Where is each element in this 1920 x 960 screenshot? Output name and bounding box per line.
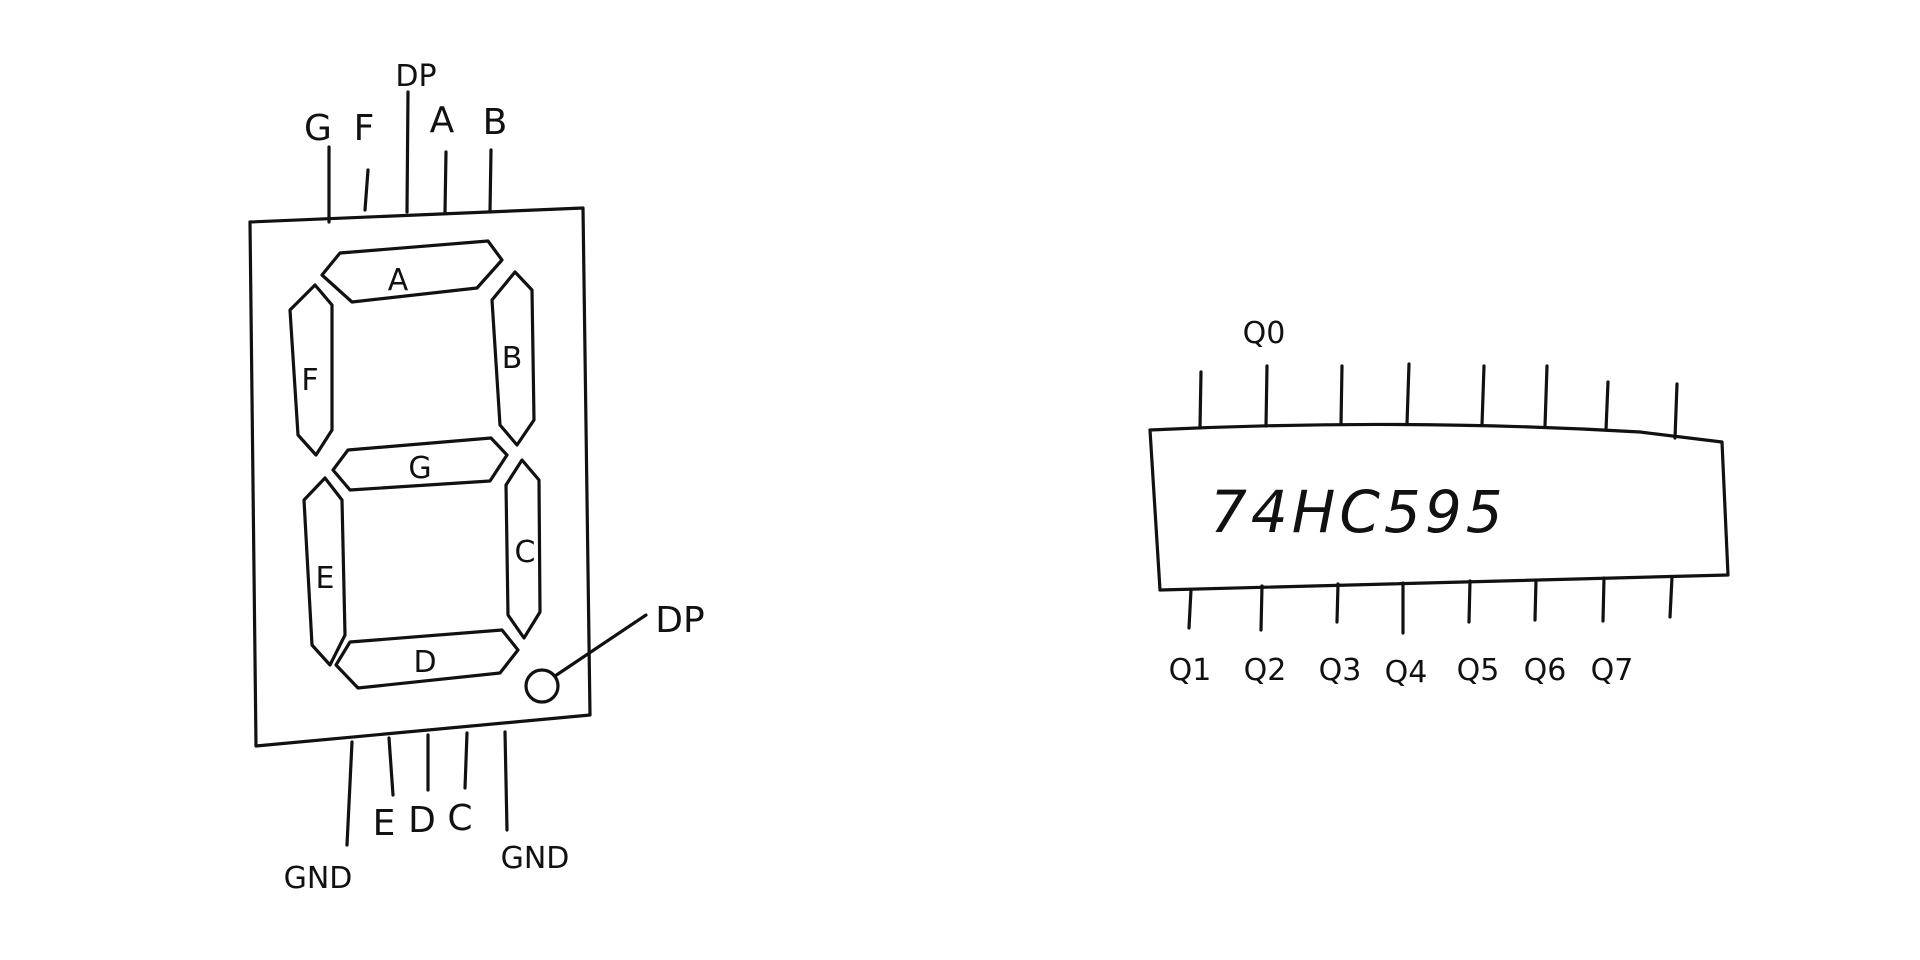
chip-top-pin [1480, 364, 1486, 427]
chip-top-pin [1198, 370, 1203, 430]
chip-bottom-pin [1259, 584, 1264, 632]
decimal-point-label: DP [655, 600, 704, 641]
segment-label-b: B [502, 341, 523, 376]
segment-g: G [331, 436, 509, 492]
pin-label-c: C [447, 798, 472, 839]
chip-bottom-pin-labels: Q1 Q2 Q3 Q4 Q5 Q6 Q7 [1169, 653, 1634, 690]
pin-gnd-right [503, 730, 509, 832]
chip-bottom-pin [1601, 576, 1606, 623]
chip-pin-label-q1: Q1 [1169, 653, 1212, 688]
chip-top-pin [1264, 364, 1269, 428]
segment-d: D [334, 628, 520, 690]
segment-b: B [490, 270, 536, 447]
pin-label-a: A [430, 100, 455, 141]
segment-c: C [504, 458, 542, 640]
chip-bottom-pin [1187, 588, 1193, 630]
pin-b-top [488, 148, 493, 214]
pin-gnd-left [345, 740, 354, 847]
shift-register-chip: 74HC595 Q0 Q1 Q2 Q3 Q4 [1148, 316, 1730, 690]
segment-label-d: D [413, 645, 436, 680]
chip-top-pin [1405, 362, 1411, 426]
chip-top-pin [1339, 364, 1344, 426]
segment-e: E [302, 476, 347, 667]
pin-label-gnd-left: GND [284, 861, 353, 896]
top-pins [327, 90, 493, 224]
chip-body-outline [1148, 422, 1730, 592]
decimal-point-leader [553, 613, 648, 678]
pin-c-bottom [463, 731, 469, 790]
decimal-point: DP [524, 600, 705, 704]
pin-f-top [363, 168, 370, 212]
pin-label-gnd-right: GND [501, 841, 570, 876]
decimal-point-dot [524, 668, 560, 704]
chip-pin-label-q2: Q2 [1244, 653, 1287, 688]
chip-pin-label-q5: Q5 [1457, 653, 1500, 688]
chip-bottom-pins [1187, 575, 1674, 635]
chip-bottom-pin [1533, 578, 1538, 622]
pin-label-b: B [483, 102, 508, 143]
pin-label-dp: DP [395, 59, 436, 94]
top-pin-labels: G F DP A B [304, 59, 507, 149]
pin-label-e: E [373, 803, 396, 844]
segment-label-g: G [408, 451, 431, 486]
segment-f: F [288, 283, 334, 457]
segment-label-f: F [301, 363, 318, 398]
chip-pin-label-q7: Q7 [1591, 653, 1634, 688]
chip-name: 74HC595 [1210, 478, 1507, 546]
chip-pin-label-q4: Q4 [1385, 655, 1428, 690]
chip-top-pin [1604, 380, 1610, 432]
bottom-pins [345, 730, 509, 847]
display-body-outline [248, 206, 592, 748]
chip-top-pin [1543, 364, 1549, 428]
chip-bottom-pin [1668, 575, 1674, 619]
chip-bottom-pin [1467, 579, 1472, 624]
chip-q0-label: Q0 [1243, 316, 1286, 351]
pin-e-bottom [387, 736, 395, 797]
pin-a-top [443, 150, 448, 214]
pin-dp-top [405, 90, 410, 214]
segment-label-e: E [316, 561, 335, 596]
pin-label-d: D [408, 800, 436, 841]
chip-top-pins [1198, 362, 1679, 440]
segment-label-a: A [388, 263, 409, 298]
chip-pin-label-q3: Q3 [1319, 653, 1362, 688]
chip-pin-label-q6: Q6 [1524, 653, 1567, 688]
chip-bottom-pin [1335, 582, 1340, 624]
bottom-pin-labels: GND E D C GND [284, 798, 570, 896]
chip-top-pin [1673, 382, 1679, 440]
segment-label-c: C [515, 535, 536, 570]
pin-label-g: G [304, 108, 332, 149]
segment-a: A [320, 239, 504, 304]
pin-label-f: F [354, 108, 375, 149]
seven-segment-display: G F DP A B A B F G E C [248, 59, 705, 896]
